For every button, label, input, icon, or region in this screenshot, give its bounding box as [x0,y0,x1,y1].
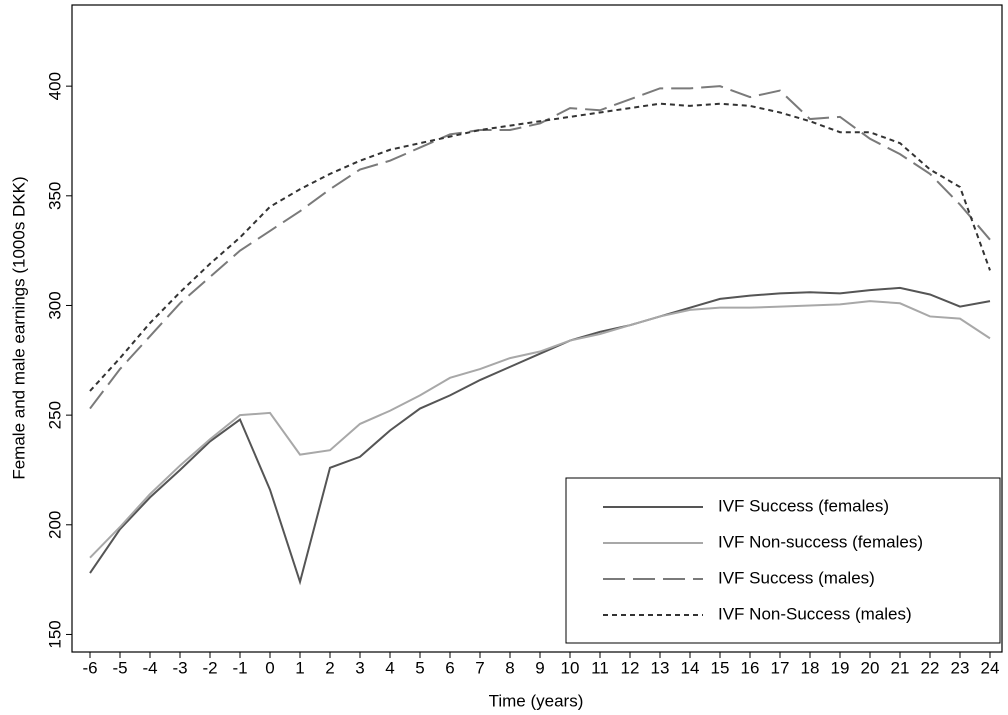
x-tick-label: -3 [172,658,187,677]
x-tick-label: 5 [415,658,424,677]
x-tick-label: 1 [295,658,304,677]
x-tick-label: 17 [771,658,790,677]
x-tick-label: -4 [142,658,157,677]
x-tick-label: -6 [82,658,97,677]
legend-label: IVF Success (males) [718,568,875,587]
x-tick-label: 19 [831,658,850,677]
y-tick-label: 400 [45,72,64,100]
legend-label: IVF Non-success (females) [718,532,923,551]
y-tick-label: 250 [45,401,64,429]
x-tick-label: 24 [981,658,1000,677]
x-tick-label: 7 [475,658,484,677]
x-tick-label: 3 [355,658,364,677]
x-tick-label: 12 [621,658,640,677]
x-tick-label: 14 [681,658,700,677]
series-line [89,300,991,559]
y-tick-label: 150 [45,620,64,648]
x-tick-label: -2 [202,658,217,677]
x-tick-label: 13 [651,658,670,677]
plot-frame [71,4,1003,653]
x-tick-label: 15 [711,658,730,677]
legend-label: IVF Success (females) [718,496,889,515]
x-tick-label: -5 [112,658,127,677]
x-tick-label: 23 [951,658,970,677]
x-tick-label: 11 [591,658,609,677]
x-tick-label: 6 [445,658,454,677]
x-tick-label: 16 [741,658,760,677]
x-tick-label: 4 [385,658,394,677]
x-tick-label: 10 [561,658,580,677]
legend-label: IVF Non-Success (males) [718,604,912,623]
x-tick-label: 21 [891,658,910,677]
x-tick-label: 20 [861,658,880,677]
legend: IVF Success (females) IVF Non-success (fe… [565,477,1001,644]
x-tick-label: 0 [265,658,274,677]
x-tick-label: 18 [801,658,820,677]
x-tick-label: 9 [535,658,544,677]
legend-box [565,477,1001,644]
y-axis-label: Female and male earnings (1000s DKK) [9,176,28,479]
y-tick-label: 300 [45,291,64,319]
x-tick-label: 8 [505,658,514,677]
x-axis-label: Time (years) [489,691,584,710]
x-tick-label: 2 [325,658,334,677]
y-tick-label: 350 [45,182,64,210]
y-tick-label: 200 [45,511,64,539]
series-line [89,286,991,586]
series-line [89,102,991,392]
series-line [89,85,991,410]
x-tick-label: -1 [232,658,247,677]
x-tick-label: 22 [921,658,940,677]
